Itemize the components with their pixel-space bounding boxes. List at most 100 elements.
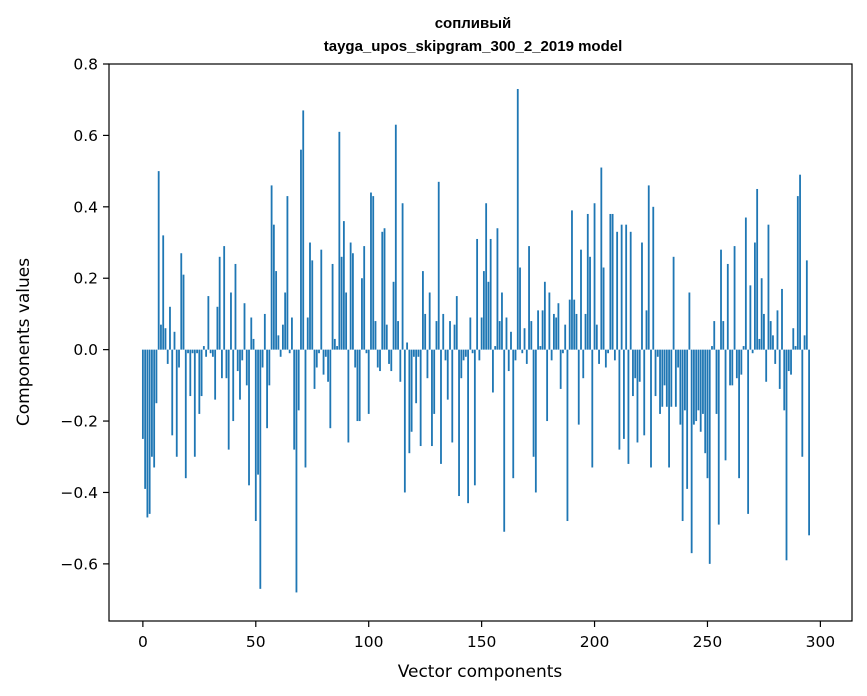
bar — [577, 349, 580, 425]
bar — [598, 349, 600, 364]
y-tick-label: −0.6 — [60, 555, 98, 573]
bar — [613, 349, 616, 361]
bar — [460, 349, 463, 379]
bar — [403, 349, 406, 493]
bar — [733, 246, 736, 350]
bar — [636, 349, 639, 443]
x-tick-label: 100 — [354, 633, 384, 651]
bar — [496, 228, 499, 350]
x-tick-label: 200 — [580, 633, 610, 651]
bar — [424, 313, 427, 350]
bar — [627, 349, 630, 464]
bar — [537, 310, 539, 350]
bar — [388, 349, 390, 364]
bar — [647, 185, 650, 350]
bar — [367, 349, 370, 414]
bar — [151, 349, 153, 457]
bar — [765, 349, 768, 382]
bar — [399, 349, 402, 382]
bar — [695, 349, 698, 422]
bar — [485, 203, 488, 350]
bar — [663, 349, 666, 386]
bar — [539, 346, 542, 350]
bar — [164, 328, 167, 350]
bar — [557, 303, 560, 350]
bar — [776, 310, 779, 350]
bar — [661, 349, 664, 407]
bar — [318, 349, 320, 354]
bar — [401, 203, 404, 350]
bar — [175, 349, 178, 457]
bar — [446, 349, 449, 400]
bar — [555, 317, 558, 350]
bar — [433, 349, 436, 414]
y-tick-label: −0.4 — [60, 484, 98, 502]
bar — [785, 349, 788, 561]
bar — [352, 253, 354, 350]
bar — [207, 296, 210, 350]
bar — [471, 349, 474, 354]
bar — [216, 306, 219, 350]
bar — [419, 349, 422, 447]
bar — [182, 274, 185, 350]
bar — [214, 349, 217, 400]
bar — [778, 349, 781, 389]
bar — [327, 349, 329, 382]
bar — [397, 321, 399, 350]
bar — [279, 349, 282, 357]
bar — [162, 235, 165, 350]
bar — [288, 349, 291, 354]
bar — [720, 249, 722, 350]
bar — [374, 321, 377, 350]
bar — [320, 249, 323, 350]
bar — [241, 349, 244, 361]
bar — [564, 324, 567, 350]
bar — [160, 324, 162, 350]
bar — [726, 263, 729, 350]
bar — [435, 321, 438, 350]
bar — [155, 349, 158, 404]
bar — [286, 196, 289, 350]
bar — [693, 349, 695, 425]
bar — [209, 349, 212, 354]
bar — [654, 349, 657, 397]
bar — [243, 303, 246, 350]
bar — [769, 321, 772, 350]
bar — [584, 313, 587, 350]
bar — [641, 242, 643, 350]
bar — [223, 246, 226, 350]
bar — [548, 292, 551, 350]
bar — [645, 310, 648, 350]
bar — [697, 349, 700, 411]
bar — [187, 349, 189, 354]
bar — [144, 349, 147, 489]
bar — [591, 349, 594, 468]
bar — [417, 349, 420, 357]
bar — [717, 349, 720, 525]
bar — [690, 349, 693, 554]
bar — [451, 349, 454, 443]
bar — [410, 349, 413, 432]
bar — [221, 349, 223, 379]
bar — [731, 349, 734, 386]
bar — [480, 317, 483, 350]
bar — [747, 349, 750, 514]
bar — [620, 224, 623, 350]
bar — [492, 349, 494, 393]
bar — [302, 110, 305, 350]
bar — [322, 349, 325, 375]
bar — [442, 313, 445, 350]
bar — [453, 324, 456, 350]
bar — [361, 278, 363, 350]
bar — [742, 346, 745, 350]
bar — [711, 346, 713, 350]
bar — [293, 349, 296, 450]
bar — [534, 349, 537, 493]
bar — [781, 288, 783, 350]
bar — [803, 335, 806, 350]
bar — [467, 349, 469, 504]
bar — [704, 349, 707, 454]
bar — [738, 349, 740, 479]
y-tick-label: 0.8 — [73, 56, 98, 74]
bar — [665, 349, 668, 407]
